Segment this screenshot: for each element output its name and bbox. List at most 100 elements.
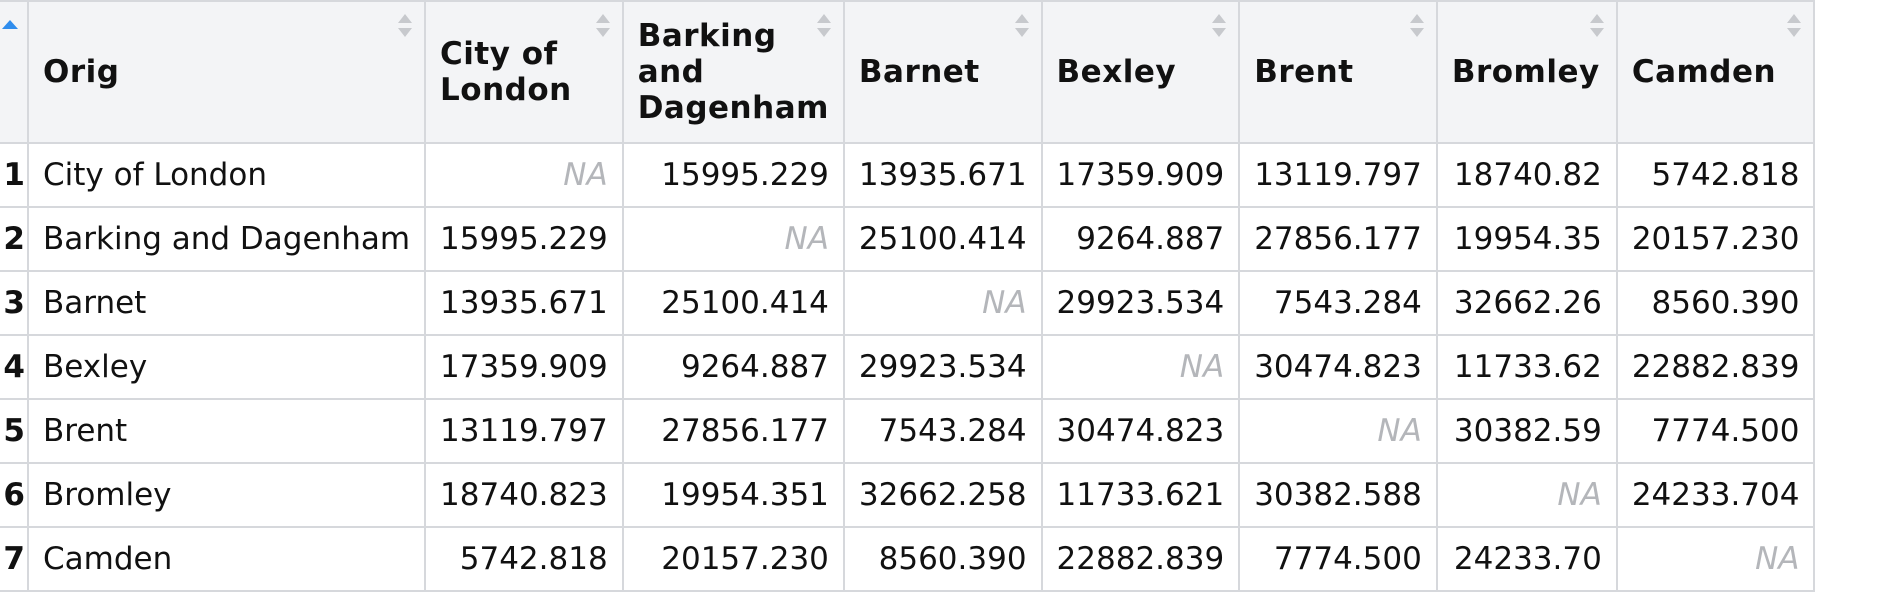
table-row: 6 Bromley 18740.823 19954.351 32662.258 11733… [0,462,1816,528]
column-header-label: Bexley [1056,54,1177,90]
cell-value: 32662.26 [1435,270,1618,336]
table-row: 3 Barnet 13935.671 25100.414 NA 29923.534 7543… [0,270,1816,336]
cell-value: 17359.909 [1040,142,1241,208]
row-index: 4 [0,334,29,400]
cell-value: 5742.818 [424,526,624,592]
sort-arrows-icon[interactable] [1589,14,1604,42]
cell-value: 27856.177 [621,398,845,464]
cell-value: 18740.82 [1435,142,1618,208]
data-table: Orig City of London Barking and Dagenham… [0,0,1816,592]
column-header-label: Brent [1254,54,1354,90]
cell-value: NA [1238,398,1438,464]
column-header-bexley[interactable]: Bexley [1040,0,1241,144]
table-row: 7 Camden 5742.818 20157.230 8560.390 22882.83… [0,526,1816,592]
column-header-city-of-london[interactable]: City of London [424,0,624,144]
cell-value: 19954.35 [1435,206,1618,272]
table-row: 1 City of London NA 15995.229 13935.671 17359… [0,142,1816,208]
cell-orig: City of London [26,142,427,208]
cell-value: 27856.177 [1238,206,1438,272]
cell-value: 11733.621 [1040,462,1241,528]
row-index: 3 [0,270,29,336]
cell-value: 20157.230 [1615,206,1816,272]
cell-value: 7543.284 [1238,270,1438,336]
cell-value: 30382.59 [1435,398,1618,464]
cell-value: 5742.818 [1615,142,1816,208]
column-header-camden[interactable]: Camden [1615,0,1816,144]
row-index: 7 [0,526,29,592]
cell-value: 7543.284 [842,398,1043,464]
table-row: 4 Bexley 17359.909 9264.887 29923.534 NA 30474… [0,334,1816,400]
cell-value: 9264.887 [1040,206,1241,272]
cell-orig: Camden [26,526,427,592]
cell-value: 13935.671 [842,142,1043,208]
header-row: Orig City of London Barking and Dagenham… [0,0,1816,144]
cell-value: 30474.823 [1040,398,1241,464]
row-index: 1 [0,142,29,208]
cell-value: NA [424,142,624,208]
cell-value: 11733.62 [1435,334,1618,400]
cell-value: 20157.230 [621,526,845,592]
cell-value: 13119.797 [1238,142,1438,208]
cell-value: 8560.390 [842,526,1043,592]
cell-orig: Bromley [26,462,427,528]
cell-value: 22882.839 [1615,334,1816,400]
sort-arrows-icon[interactable] [1409,14,1424,42]
cell-value: 15995.229 [621,142,845,208]
cell-value: NA [1435,462,1618,528]
row-index: 6 [0,462,29,528]
column-header-brent[interactable]: Brent [1238,0,1438,144]
sort-arrows-icon[interactable] [398,14,413,42]
cell-value: 25100.414 [621,270,845,336]
column-header-orig[interactable]: Orig [26,0,427,144]
cell-value: 13935.671 [424,270,624,336]
row-index: 5 [0,398,29,464]
table-row: 2 Barking and Dagenham 15995.229 NA 25100.41… [0,206,1816,272]
cell-value: 7774.500 [1238,526,1438,592]
cell-orig: Barnet [26,270,427,336]
sort-ascending-icon [2,20,18,29]
cell-orig: Bexley [26,334,427,400]
column-header-label: Barking and Dagenham [637,18,829,126]
cell-value: 29923.534 [842,334,1043,400]
column-header-barking-and-dagenham[interactable]: Barking and Dagenham [621,0,845,144]
column-header-label: City of London [440,36,572,108]
column-header-label: Orig [43,54,120,90]
cell-value: 18740.823 [424,462,624,528]
cell-value: 24233.70 [1435,526,1618,592]
row-index: 2 [0,206,29,272]
column-header-label: Barnet [858,54,980,90]
cell-value: 25100.414 [842,206,1043,272]
cell-value: 22882.839 [1040,526,1241,592]
sort-arrows-icon[interactable] [1787,14,1802,42]
cell-value: NA [842,270,1043,336]
column-header-bromley[interactable]: Bromley [1435,0,1618,144]
cell-value: 30474.823 [1238,334,1438,400]
column-header-label: Bromley [1451,54,1600,90]
cell-value: 7774.500 [1615,398,1816,464]
sort-arrows-icon[interactable] [595,14,610,42]
cell-value: 32662.258 [842,462,1043,528]
sort-arrows-icon[interactable] [1212,14,1227,42]
sort-arrows-icon[interactable] [816,14,831,42]
cell-value: 29923.534 [1040,270,1241,336]
cell-value: NA [621,206,845,272]
cell-value: 13119.797 [424,398,624,464]
cell-value: 24233.704 [1615,462,1816,528]
cell-value: 15995.229 [424,206,624,272]
column-header-barnet[interactable]: Barnet [842,0,1043,144]
sort-arrows-icon[interactable] [1014,14,1029,42]
table-body: 1 City of London NA 15995.229 13935.671 17359… [0,142,1816,592]
cell-orig: Barking and Dagenham [26,206,427,272]
cell-value: 30382.588 [1238,462,1438,528]
cell-value: NA [1040,334,1241,400]
cell-value: 19954.351 [621,462,845,528]
column-header-label: Camden [1631,54,1777,90]
cell-value: NA [1615,526,1816,592]
table-row: 5 Brent 13119.797 27856.177 7543.284 30474.82… [0,398,1816,464]
cell-value: 17359.909 [424,334,624,400]
cell-value: 8560.390 [1615,270,1816,336]
cell-value: 9264.887 [621,334,845,400]
row-index-header[interactable] [0,0,29,144]
cell-orig: Brent [26,398,427,464]
